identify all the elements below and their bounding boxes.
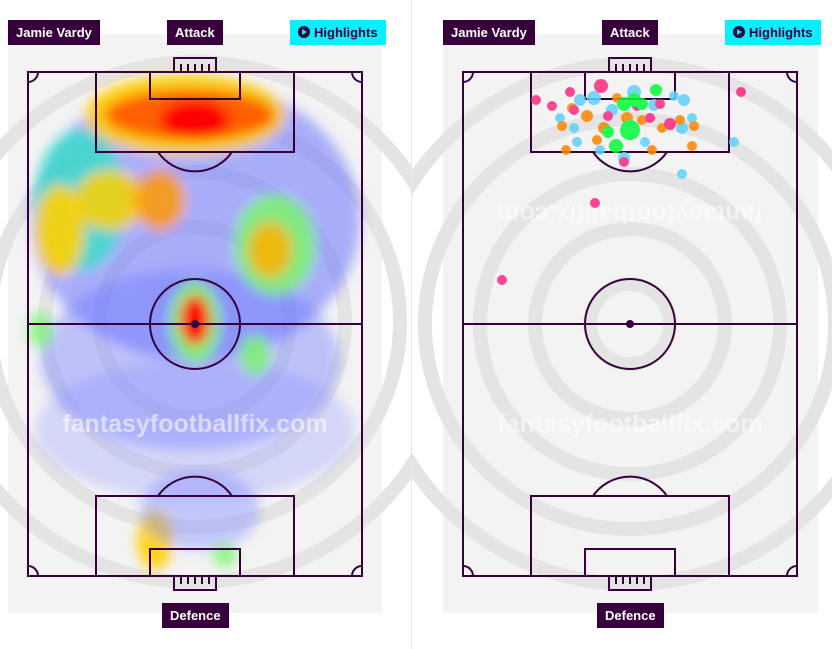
watermark: fantasyfootballfix.com [62, 410, 327, 438]
shot-marker [595, 145, 605, 155]
goal-bottom [173, 575, 217, 591]
highlights-button[interactable]: Highlights [290, 20, 386, 45]
goal-top [173, 57, 217, 73]
highlights-button[interactable]: Highlights [725, 20, 821, 45]
play-circle-icon [733, 26, 745, 38]
shot-marker [676, 122, 688, 134]
centre-spot [191, 320, 199, 328]
shot-marker [555, 113, 565, 123]
shot-marker [572, 137, 582, 147]
shot-marker [636, 98, 648, 110]
shot-marker [587, 91, 601, 105]
shot-marker [594, 79, 608, 93]
play-circle-icon [298, 26, 310, 38]
highlights-label: Highlights [314, 25, 378, 40]
shot-marker [569, 105, 579, 115]
shot-marker [581, 110, 593, 122]
shot-marker [547, 101, 557, 111]
shot-marker [677, 169, 687, 179]
shot-marker [669, 91, 679, 101]
shot-marker [678, 94, 690, 106]
shot-marker [609, 139, 623, 153]
shot-marker [640, 137, 650, 147]
shot-marker [655, 99, 665, 109]
shotmap-pitch: fantasyfootballfix.com fantasyfootballfi… [412, 57, 832, 591]
shot-marker [650, 84, 662, 96]
shot-marker [569, 123, 579, 133]
shot-marker [497, 275, 507, 285]
shot-markers [497, 79, 746, 285]
goal-top [608, 57, 652, 73]
shot-marker [592, 135, 602, 145]
shot-marker [645, 113, 655, 123]
highlights-label: Highlights [749, 25, 813, 40]
shot-marker [647, 145, 657, 155]
shot-marker [602, 126, 614, 138]
shot-marker [736, 87, 746, 97]
heatmap-density [28, 75, 360, 570]
shot-marker [637, 115, 647, 125]
shot-marker [603, 111, 613, 121]
centre-spot [626, 320, 634, 328]
shot-marker [689, 121, 699, 131]
player-name-label: Jamie Vardy [8, 20, 100, 45]
defence-label: Defence [162, 603, 229, 628]
shot-marker [729, 137, 739, 147]
shot-marker [574, 94, 586, 106]
shot-marker [590, 198, 600, 208]
heatmap-panel: fantasyfootballfix.com Jamie Vardy Attac… [0, 0, 411, 649]
shot-marker [687, 113, 697, 123]
shot-marker [675, 115, 685, 125]
shot-marker [619, 157, 629, 167]
panel-divider [411, 0, 412, 649]
shot-marker [561, 145, 571, 155]
shot-marker [687, 141, 697, 151]
heatmap-pitch: fantasyfootballfix.com [0, 55, 411, 591]
goal-bottom [608, 575, 652, 591]
shot-marker [565, 87, 575, 97]
watermark: fantasyfootballfix.com [497, 410, 762, 438]
watermark-mirrored: fantasyfootballfix.com [497, 200, 762, 228]
shot-marker [620, 120, 640, 140]
shotmap-panel: fantasyfootballfix.com fantasyfootballfi… [412, 0, 832, 649]
player-name-label: Jamie Vardy [443, 20, 535, 45]
shot-marker [557, 121, 567, 131]
shot-marker [664, 118, 676, 130]
defence-label: Defence [597, 603, 664, 628]
attack-label: Attack [167, 20, 223, 45]
attack-label: Attack [602, 20, 658, 45]
shot-marker [531, 95, 541, 105]
